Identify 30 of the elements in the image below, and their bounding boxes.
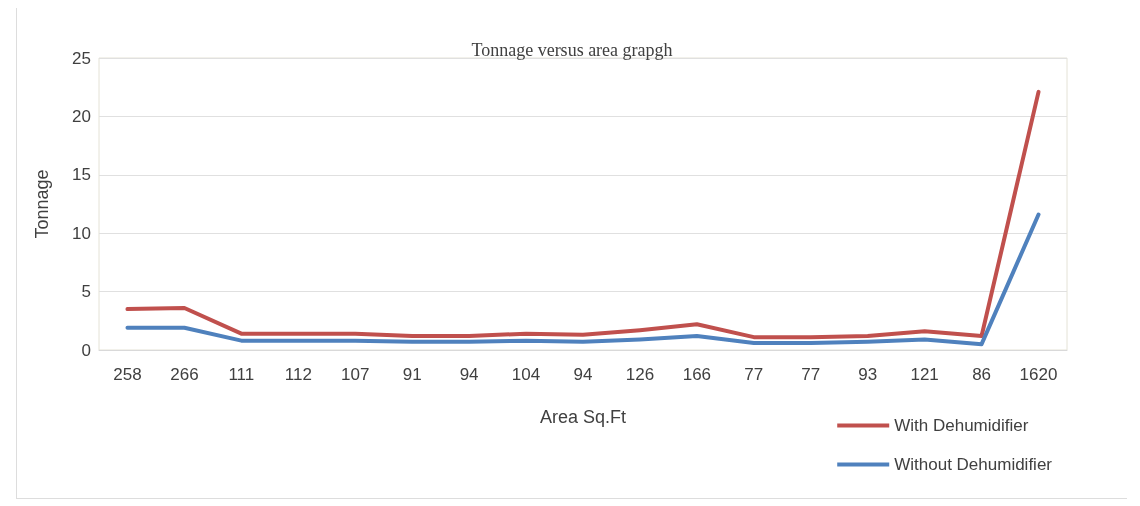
x-tick-label: 93 — [858, 365, 878, 384]
chart-title: Tonnage versus area grapgh — [471, 40, 673, 60]
legend-label: Without Dehumidifier — [894, 455, 1053, 474]
x-tick-label: 112 — [284, 365, 312, 384]
line-series — [125, 212, 1041, 347]
x-tick-label: 111 — [228, 365, 255, 384]
y-tick-label: 10 — [72, 223, 91, 243]
x-tick-label: 94 — [573, 365, 593, 384]
x-tick-label: 86 — [972, 365, 992, 384]
legend-label: With Dehumidifier — [894, 416, 1029, 435]
x-tick-label: 258 — [113, 365, 142, 384]
x-tick-label: 91 — [402, 365, 422, 384]
x-axis-title: Area Sq.Ft — [539, 407, 627, 427]
y-tick-label: 0 — [81, 340, 91, 360]
line-series — [125, 89, 1041, 340]
x-tick-label: 77 — [744, 365, 764, 384]
y-axis-title: Tonnage — [32, 169, 52, 239]
x-tick-label: 77 — [801, 365, 821, 384]
x-tick-label: 104 — [511, 365, 541, 384]
y-tick-label: 15 — [72, 165, 91, 185]
x-tick-label: 121 — [910, 365, 939, 384]
x-tick-label: 126 — [625, 365, 655, 384]
y-tick-label: 20 — [72, 106, 91, 126]
x-tick-label: 266 — [170, 365, 199, 384]
y-tick-label: 5 — [81, 282, 91, 302]
x-tick-label: 107 — [341, 365, 370, 384]
y-tick-label: 25 — [72, 48, 91, 68]
x-tick-label: 166 — [682, 365, 712, 384]
x-tick-label: 1620 — [1019, 365, 1058, 384]
x-tick-label: 94 — [459, 365, 479, 384]
